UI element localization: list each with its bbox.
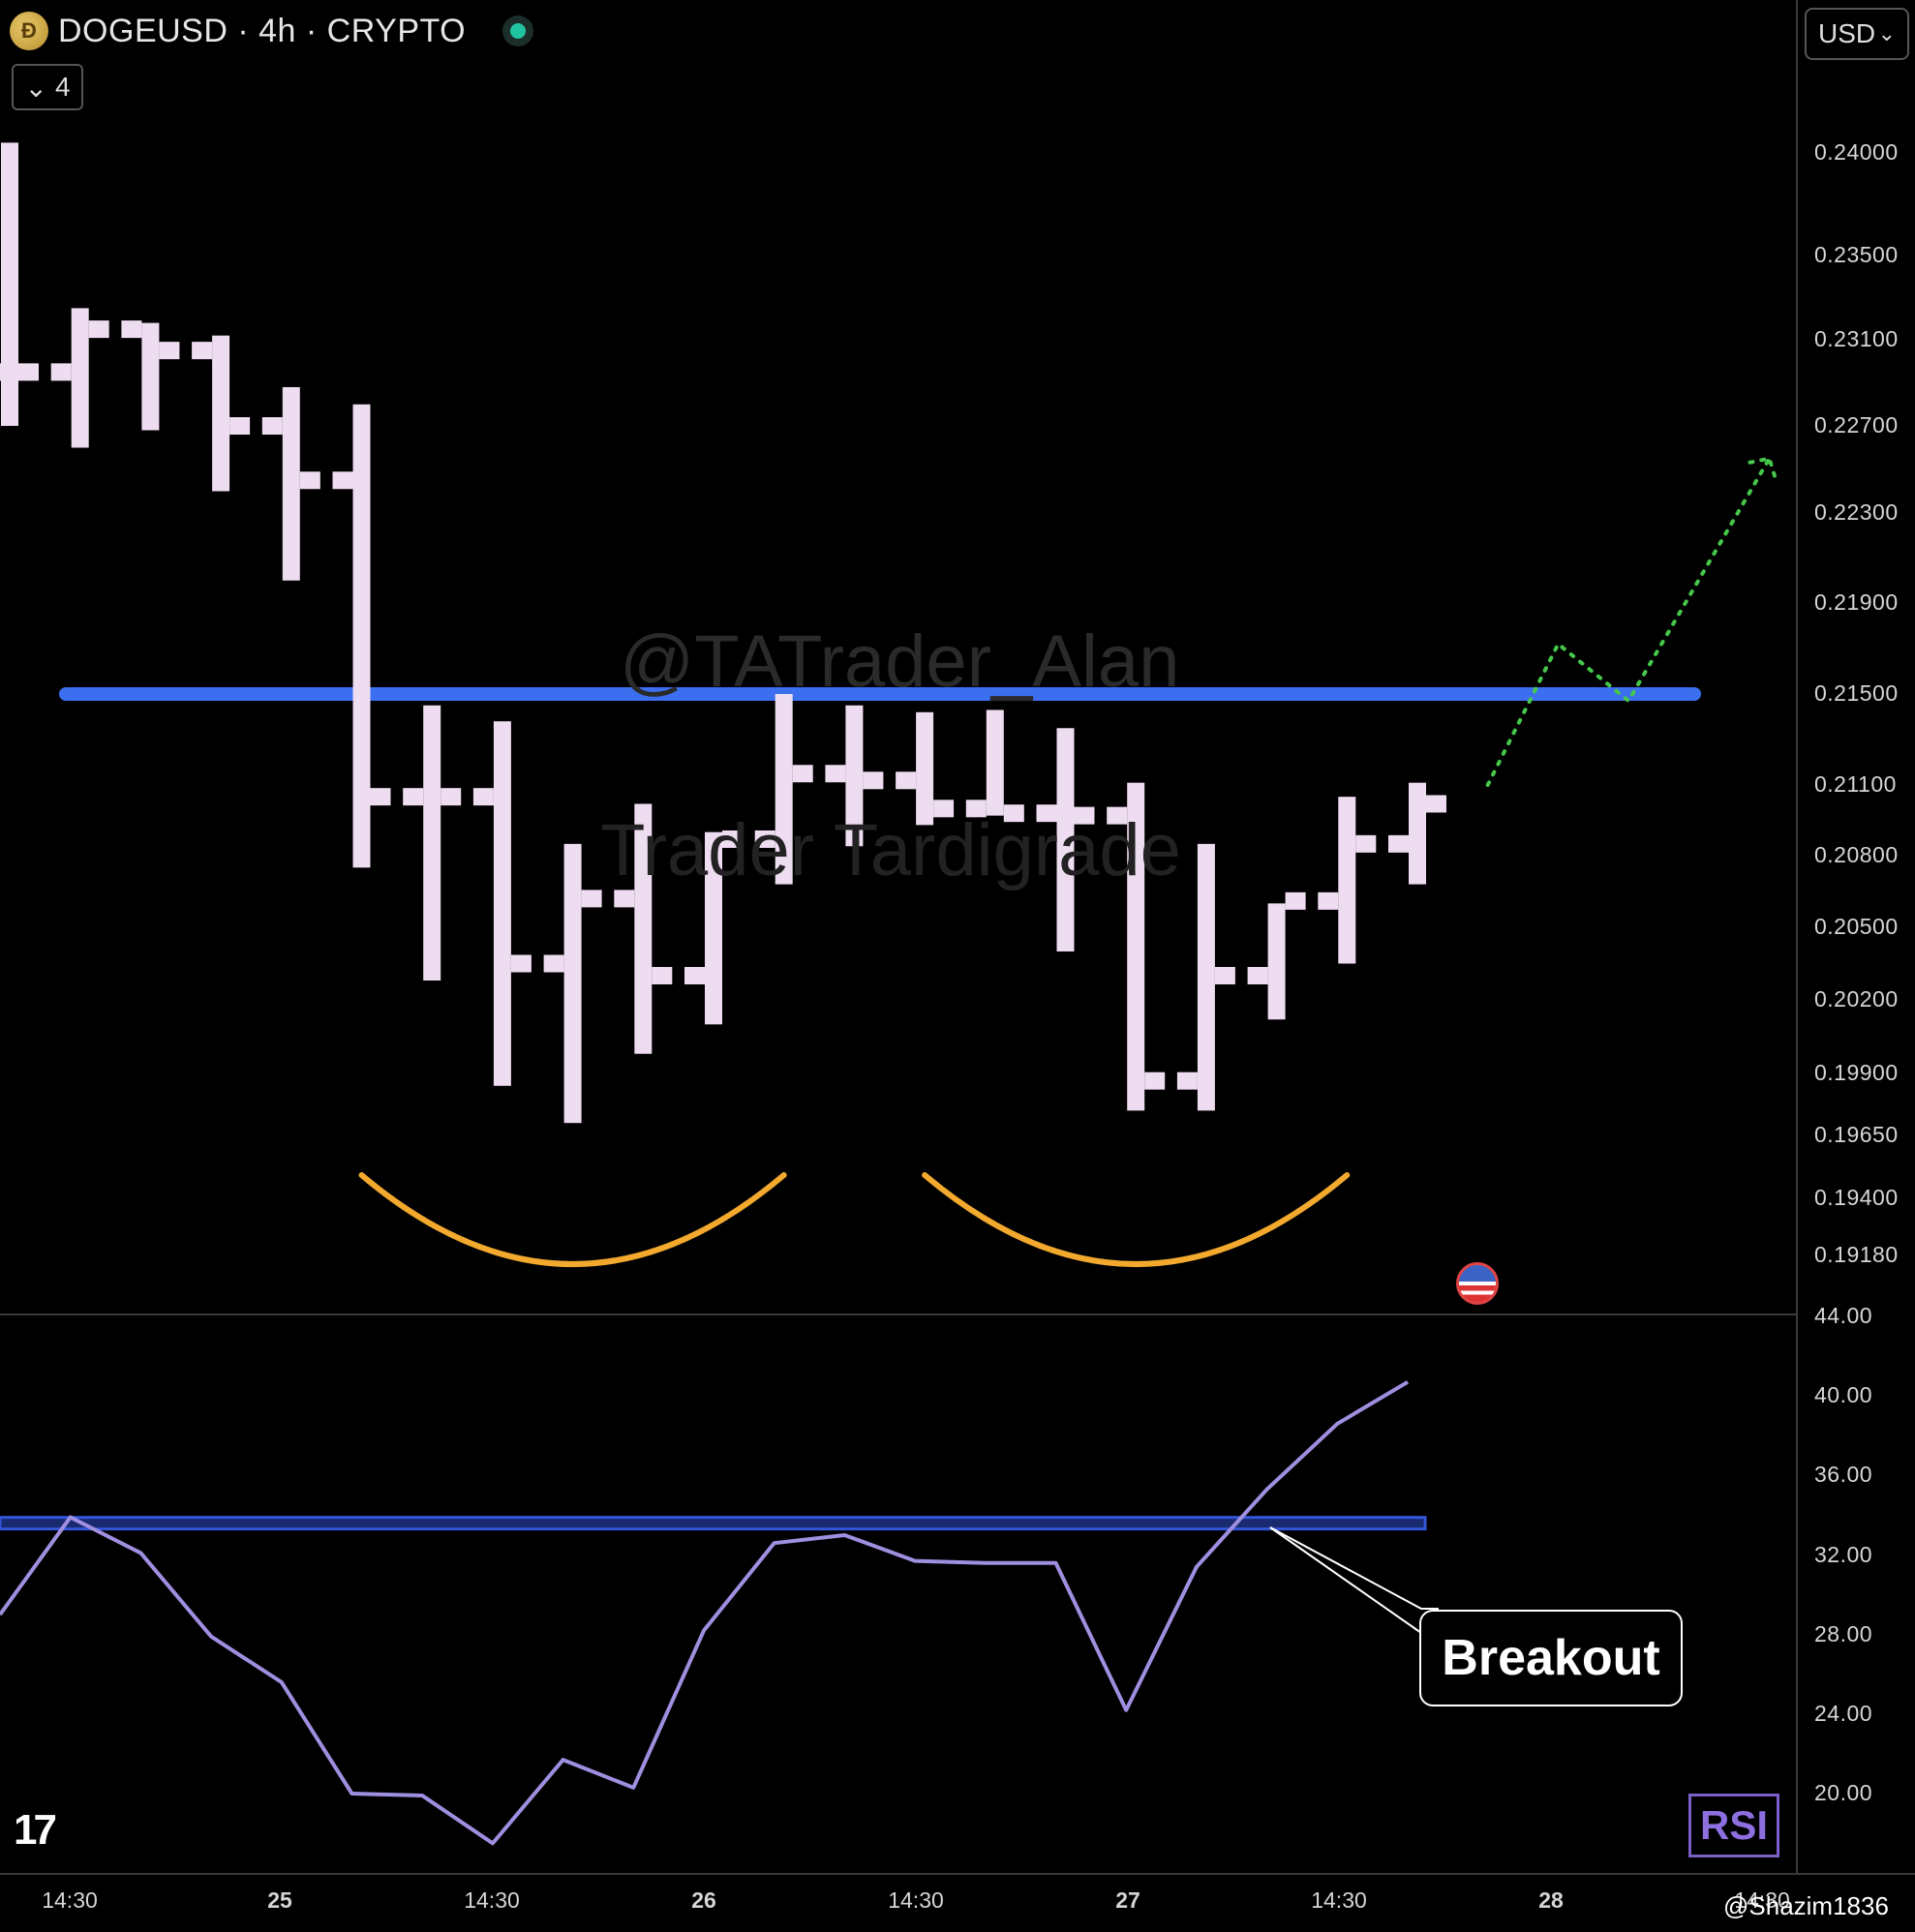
rsi-badge: RSI: [1688, 1794, 1779, 1857]
price-tick-label: 0.21500: [1814, 680, 1899, 706]
rsi-line: [0, 1380, 1410, 1846]
ohlc-bar: [1318, 797, 1377, 964]
ohlc-bar: [825, 705, 884, 847]
ohlc-bar: [614, 803, 673, 1054]
rsi-pane: [0, 1380, 1439, 1846]
ohlc-bar: [896, 711, 955, 826]
price-tick-label: 0.23100: [1814, 326, 1899, 351]
rsi-tick-label: 28.00: [1814, 1620, 1873, 1646]
ohlc-bar: [403, 705, 462, 981]
ohlc-bar: [472, 721, 532, 1086]
us-flag-event-icon[interactable]: [1456, 1262, 1499, 1305]
rsi-tick-label: 36.00: [1814, 1462, 1873, 1488]
double-bottom-arc: [358, 1172, 787, 1267]
ohlc-bar: [1036, 728, 1095, 951]
price-tick-label: 0.21100: [1814, 771, 1897, 797]
ohlc-bar: [754, 694, 813, 885]
rsi-tick-label: 20.00: [1814, 1780, 1873, 1805]
projection-path: [1485, 456, 1772, 787]
price-tick-label: 0.19400: [1814, 1185, 1899, 1210]
time-tick-label: 25: [267, 1887, 292, 1913]
ohlc-bar: [684, 830, 743, 1025]
price-tick-label: 0.23500: [1814, 242, 1899, 267]
projection-arrowhead: [1748, 456, 1779, 486]
time-tick-label: 14:30: [464, 1887, 520, 1913]
rsi-tick-label: 32.00: [1814, 1541, 1873, 1567]
ohlc-bar: [121, 320, 180, 431]
doge-coin-icon: Ð: [10, 12, 48, 50]
ohlc-bar: [1247, 891, 1306, 1020]
rsi-tick-label: 40.00: [1814, 1382, 1873, 1408]
chevron-down-icon: ⌄: [24, 72, 47, 103]
credit-text: @Shazim1836: [1723, 1891, 1889, 1920]
currency-select[interactable]: USD ⌄: [1805, 8, 1909, 60]
currency-value: USD: [1818, 18, 1876, 48]
price-tick-label: 0.19180: [1814, 1242, 1899, 1267]
price-tick-label: 0.20800: [1814, 842, 1899, 867]
rsi-level-band: [0, 1516, 1427, 1531]
ohlc-bar: [1388, 782, 1446, 885]
market-status-icon: [510, 23, 527, 39]
time-tick-label: 14:30: [1311, 1887, 1367, 1913]
price-tick-label: 0.22700: [1814, 412, 1899, 438]
watermark-handle: @TATrader_Alan: [620, 620, 1180, 703]
indicators-collapse-button[interactable]: ⌄ 4: [12, 64, 83, 110]
price-tick-label: 0.24000: [1814, 139, 1899, 165]
ohlc-bar: [0, 142, 39, 426]
price-tick-label: 0.22300: [1814, 499, 1899, 525]
symbol-header[interactable]: Ð DOGEUSD · 4h · CRYPTO: [10, 8, 527, 54]
tradingview-logo-icon[interactable]: 17: [14, 1806, 57, 1854]
ohlc-bar: [1176, 843, 1235, 1111]
time-tick-label: 27: [1115, 1887, 1140, 1913]
ohlc-bar: [543, 843, 602, 1124]
price-tick-label: 0.21900: [1814, 589, 1899, 615]
watermark-name: Trader Tardigrade: [600, 809, 1181, 891]
time-tick-label: 14:30: [1734, 1887, 1790, 1913]
price-tick-label: 0.19650: [1814, 1122, 1899, 1147]
rsi-tick-label: 44.00: [1814, 1303, 1873, 1328]
ohlc-bar: [965, 709, 1024, 823]
rsi-tick-label: 24.00: [1814, 1700, 1873, 1726]
ohlc-bar: [192, 335, 251, 492]
price-tick-label: 0.19900: [1814, 1060, 1899, 1085]
ohlc-bar: [50, 308, 109, 448]
ohlc-bar: [332, 404, 391, 868]
time-tick-label: 26: [691, 1887, 716, 1913]
breakout-pointer: [1269, 1526, 1432, 1641]
time-tick-label: 14:30: [42, 1887, 98, 1913]
chevron-down-icon: ⌄: [1877, 21, 1896, 45]
breakout-pointer: [1269, 1526, 1439, 1610]
price-tick-label: 0.20500: [1814, 914, 1899, 939]
double-bottom-arc: [922, 1172, 1351, 1267]
time-tick-label: 14:30: [888, 1887, 944, 1913]
price-tick-label: 0.20200: [1814, 986, 1899, 1011]
time-tick-label: 28: [1538, 1887, 1564, 1913]
ohlc-bar: [1107, 782, 1166, 1111]
price-pane: [0, 142, 1779, 1267]
symbol-title: DOGEUSD · 4h · CRYPTO: [58, 12, 467, 49]
indicator-count: 4: [54, 72, 71, 102]
breakout-annotation: Breakout: [1419, 1610, 1683, 1706]
ohlc-bar: [261, 386, 320, 581]
